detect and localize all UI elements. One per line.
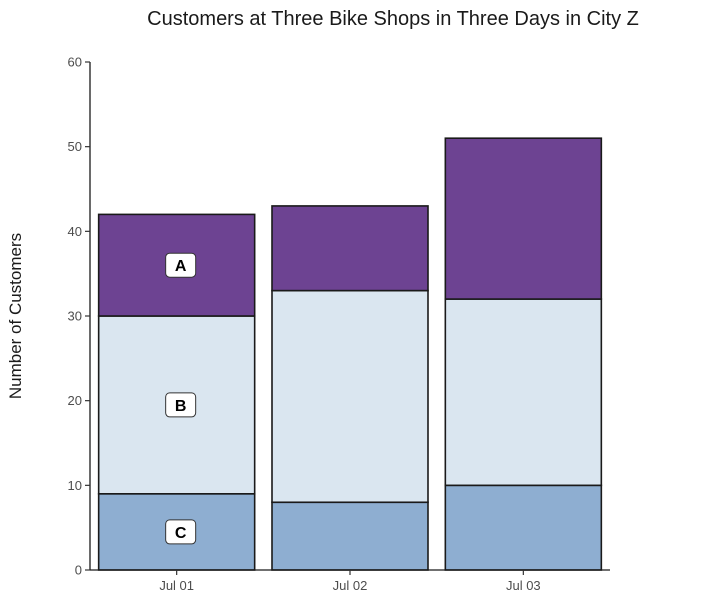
bar-segment-b-2	[271, 289, 429, 504]
bar-segment-c-3	[444, 484, 603, 571]
x-tick-label: Jul 02	[333, 578, 368, 593]
y-axis-title: Number of Customers	[6, 233, 25, 399]
y-tick-label: 10	[68, 478, 82, 493]
bar-segment-c-2	[271, 501, 429, 571]
segment-label-c: C	[175, 525, 187, 542]
segment-label-box-b	[165, 392, 197, 418]
x-tick-label: Jul 03	[506, 578, 541, 593]
y-tick-label: 20	[68, 393, 82, 408]
segment-label-box-a	[165, 252, 197, 278]
y-tick-label: 30	[68, 309, 82, 324]
segment-label-box-c	[165, 519, 197, 545]
y-tick-label: 60	[68, 55, 82, 70]
axes-group: 0 10 20 30 40 50 60 Jul 01 Jul 02 Jul 03	[68, 55, 610, 593]
segment-labels-group: C B A	[165, 252, 197, 545]
bars-group	[97, 137, 603, 571]
y-tick-label: 40	[68, 224, 82, 239]
bar-segment-a-2	[271, 205, 429, 292]
segment-label-b: B	[175, 398, 187, 415]
bar-segment-b-3	[444, 298, 603, 487]
x-tick-label: Jul 01	[159, 578, 194, 593]
bar-segment-a-3	[444, 137, 603, 300]
chart-title: Customers at Three Bike Shops in Three D…	[147, 8, 639, 30]
y-tick-label: 50	[68, 139, 82, 154]
y-tick-label: 0	[75, 563, 82, 578]
segment-label-a: A	[175, 258, 187, 275]
